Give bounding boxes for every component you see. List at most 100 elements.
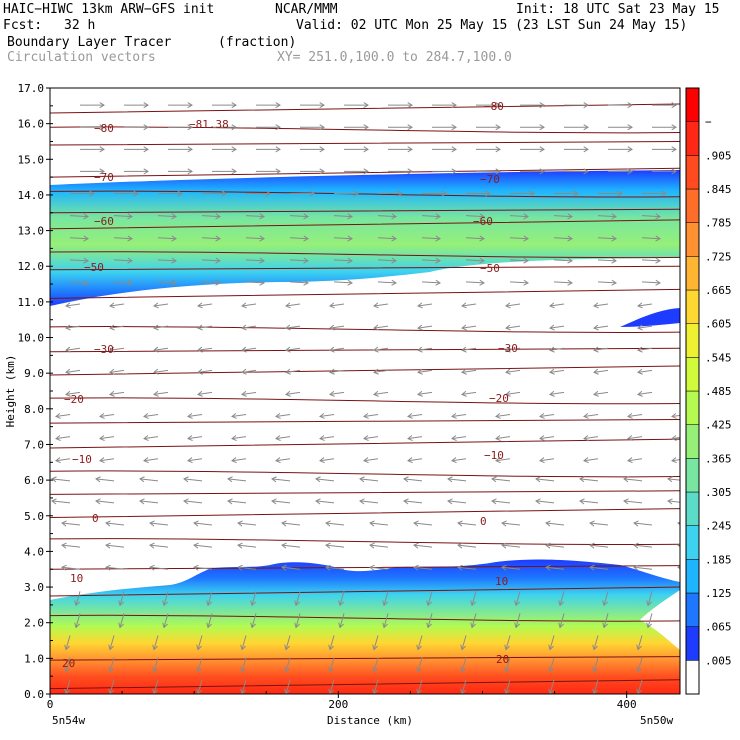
vector-head <box>372 644 378 651</box>
vector-head <box>281 542 287 549</box>
vector-head <box>457 564 463 571</box>
vector-head <box>265 190 271 197</box>
isotherm <box>50 679 680 690</box>
vector-head <box>495 457 501 464</box>
isotherm-label: 0 <box>480 515 487 528</box>
vector-head <box>611 279 617 286</box>
vector-head <box>109 346 115 353</box>
vector-head <box>347 235 353 242</box>
vector-head <box>363 435 369 442</box>
vector-arrow <box>461 347 477 351</box>
vector-head <box>108 666 114 673</box>
vector-head <box>83 235 89 242</box>
vector-head <box>373 368 379 375</box>
colorbar-legend: .005 .065 .125 .185 .245 .305 .365 .425 .485 .545… <box>685 87 732 695</box>
forecast-label: Fcst: <box>3 18 43 33</box>
vector-head <box>583 102 589 109</box>
y-axis: 0.0 1.0 2.0 3.0 4.0 5.0 6.0 7.0 8.0 9.0 10.0 11.0 12… <box>18 82 53 701</box>
vector-head <box>413 564 419 571</box>
vector-arrow <box>505 347 521 351</box>
vector-arrow <box>285 325 301 329</box>
vector-arrow <box>99 436 115 440</box>
vector-arrow <box>373 369 389 373</box>
vector-head <box>681 689 686 694</box>
vector-head <box>539 435 545 442</box>
vector-arrow <box>447 500 467 504</box>
vector-head <box>285 324 291 331</box>
vector-head <box>162 622 168 629</box>
vector-arrow <box>465 259 485 262</box>
vector-arrow <box>667 478 680 481</box>
vector-head <box>579 476 585 483</box>
vector-arrow <box>682 658 686 672</box>
vector-head <box>99 124 105 131</box>
vector-arrow <box>589 522 609 526</box>
vector-head <box>325 520 331 527</box>
vector-head <box>347 279 353 286</box>
vector-arrow <box>69 281 89 284</box>
upper-tracer-patch <box>620 308 680 327</box>
colorbar-swatch <box>685 155 700 190</box>
vector-arrow <box>427 591 433 606</box>
vector-head <box>558 600 564 607</box>
vector-arrow <box>193 544 213 548</box>
vector-head <box>109 368 115 375</box>
vector-head <box>671 412 677 419</box>
vector-arrow <box>597 259 617 262</box>
vector-arrow <box>271 478 291 482</box>
vector-head <box>447 498 453 505</box>
vector-arrow <box>109 679 115 694</box>
vector-head <box>636 666 642 673</box>
vector-arrow <box>245 281 265 284</box>
boundary-layer-tracer <box>50 559 680 694</box>
isotherm <box>50 103 680 114</box>
vector-head <box>627 168 633 175</box>
vector-arrow <box>197 303 213 307</box>
vector-head <box>61 564 67 571</box>
vector-arrow <box>153 325 169 329</box>
x-end-label: 5n50w <box>640 714 673 727</box>
vector-arrow <box>109 635 115 650</box>
vector-head <box>95 476 101 483</box>
isotherm-label: −20 <box>64 393 84 406</box>
vector-arrow <box>329 391 345 395</box>
vector-head <box>417 302 423 309</box>
vector-arrow <box>637 325 653 329</box>
vector-arrow <box>451 458 467 462</box>
vector-head <box>215 235 221 242</box>
vector-arrow <box>95 478 115 482</box>
vector-head <box>329 368 335 375</box>
vector-head <box>143 435 149 442</box>
vector-head <box>700 214 704 219</box>
vector-head <box>700 280 704 285</box>
vector-arrow <box>241 369 257 373</box>
vector-head <box>64 666 70 673</box>
vector-arrow <box>417 679 423 694</box>
vector-arrow <box>55 414 71 418</box>
x-start-label: 5n54w <box>52 714 85 727</box>
vector-head <box>501 564 507 571</box>
vector-arrow <box>593 303 609 307</box>
vector-arrow <box>65 657 71 672</box>
vector-head <box>435 213 441 220</box>
vector-head <box>441 190 447 197</box>
vector-arrow <box>61 522 81 526</box>
colorbar-label: .845 <box>705 183 732 196</box>
vector-head <box>319 412 325 419</box>
vector-head <box>227 498 233 505</box>
vector-arrow <box>545 566 565 570</box>
isotherm <box>50 365 680 376</box>
vector-arrow <box>227 478 247 482</box>
vector-head <box>105 542 111 549</box>
vector-arrow <box>329 635 335 650</box>
isotherm-label: −10 <box>484 449 504 462</box>
vector-head <box>637 302 643 309</box>
vector-head <box>171 257 177 264</box>
vector-head <box>240 666 246 673</box>
vector-arrow <box>667 500 680 503</box>
colorbar-swatch <box>685 626 700 661</box>
vector-head <box>118 600 124 607</box>
vector-arrow <box>461 657 467 672</box>
vector-arrow <box>593 679 599 694</box>
vector-arrow <box>231 436 247 440</box>
